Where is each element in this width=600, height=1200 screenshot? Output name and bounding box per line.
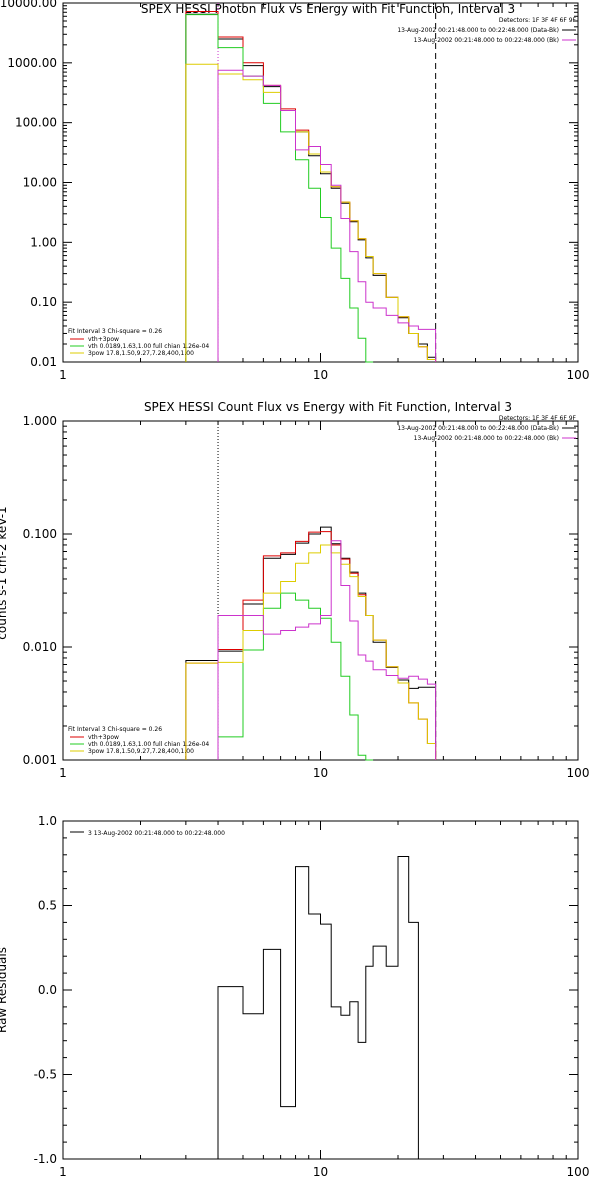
legend-line: 3pow 17.8,1.50,9.27,7.28,400,1.00 [88,350,194,357]
header-line: Detectors: 1F 3F 4F 6F 9F [499,17,577,24]
y-tick-label: 1.00 [30,235,57,249]
legend-line: vth+3pow [88,336,119,343]
y-tick-label: 10.00 [23,176,57,190]
plot-frame [62,820,579,1160]
y-axis-label: Raw Residuals [0,947,9,1033]
x-tick-label: 1 [59,1165,67,1179]
plot-frame [62,420,579,761]
x-tick-label: 10 [313,368,328,382]
chart-legend: 3 13-Aug-2002 00:21:48.000 to 00:22:48.0… [88,830,225,837]
x-tick-label: 10 [313,1165,328,1179]
y-axis-label: counts s-1 cm-2 keV-1 [0,506,9,639]
chart-title: SPEX HESSI Photon Flux vs Energy with Fi… [141,2,515,16]
legend-line: Fit Interval 3 Chi-square = 0.26 [68,328,162,335]
series-vth [217,592,374,761]
y-tick-label: 1000.00 [7,56,57,70]
y-tick-label: 0.0 [38,983,57,997]
series-3pow [185,544,437,760]
x-tick-label: 10 [313,766,328,780]
series-bk [217,69,437,362]
header-line: Detectors: 1F 3F 4F 6F 9F [499,415,577,422]
series-vth-3pow [185,531,437,760]
header-line: 13-Aug-2002 00:21:48.000 to 00:22:48.000… [397,27,559,34]
y-tick-label: 10000.00 [0,0,57,10]
legend-line: vth 0.0189,1.63,1.00 full chian 1.26e-04 [88,741,209,748]
y-tick-label: -0.5 [34,1068,57,1082]
residuals-chart: Raw Residuals 1 10 100 -1.0 -0.5 0.0 0.5 1.0 3 … [0,814,590,1179]
y-tick-label: 0.10 [30,295,57,309]
x-tick-label: 100 [567,766,590,780]
series-bk [217,540,437,760]
legend-line: Fit Interval 3 Chi-square = 0.26 [68,726,162,733]
header-line: 13-Aug-2002 00:21:48.000 to 00:22:48.000… [414,435,559,442]
x-tick-label: 100 [567,368,590,382]
x-tick-label: 100 [567,1165,590,1179]
x-tick-label: 1 [59,766,67,780]
legend-line: 3 13-Aug-2002 00:21:48.000 to 00:22:48.0… [88,830,225,837]
x-tick-label: 1 [59,368,67,382]
chart-legend: Fit Interval 3 Chi-square = 0.26 vth+3po… [68,328,209,357]
y-tick-label: -1.0 [34,1152,57,1166]
chart-header: Detectors: 1F 3F 4F 6F 9F 13-Aug-2002 00… [397,415,576,442]
chart-legend: Fit Interval 3 Chi-square = 0.26 vth+3po… [68,726,209,755]
y-tick-label: 0.5 [38,899,57,913]
header-line: 13-Aug-2002 00:21:48.000 to 00:22:48.000… [414,37,559,44]
y-tick-label: 1.000 [23,414,57,428]
y-tick-label: 0.01 [30,355,57,369]
series-3 [217,856,419,1159]
header-line: 13-Aug-2002 00:21:48.000 to 00:22:48.000… [397,425,559,432]
count-flux-chart: SPEX HESSI Count Flux vs Energy with Fit… [0,400,590,780]
plot-area: 1 10 100 0.01 0.10 1.00 10.00 100.00 1000.00 1000… [0,0,589,382]
chart-title: SPEX HESSI Count Flux vs Energy with Fit… [144,400,512,414]
legend-line: vth 0.0189,1.63,1.00 full chian 1.26e-04 [88,343,209,350]
plot-frame [62,2,579,363]
legend-line: vth+3pow [88,734,119,741]
y-tick-label: 0.100 [23,527,57,541]
y-tick-label: 1.0 [38,814,57,828]
chart-header: Detectors: 1F 3F 4F 6F 9F 13-Aug-2002 00… [397,17,576,44]
y-tick-label: 0.010 [23,640,57,654]
legend-line: 3pow 17.8,1.50,9.27,7.28,400,1.00 [88,748,194,755]
series-vth [185,14,374,363]
plot-area: 1 10 100 0.001 0.010 0.100 1.000 [23,414,590,780]
y-tick-label: 100.00 [15,116,57,130]
series-data-bk [185,526,437,760]
photon-flux-chart: SPEX HESSI Photon Flux vs Energy with Fi… [0,0,589,382]
y-tick-label: 0.001 [23,753,57,767]
plot-area: 1 10 100 -1.0 -0.5 0.0 0.5 1.0 [34,814,590,1179]
